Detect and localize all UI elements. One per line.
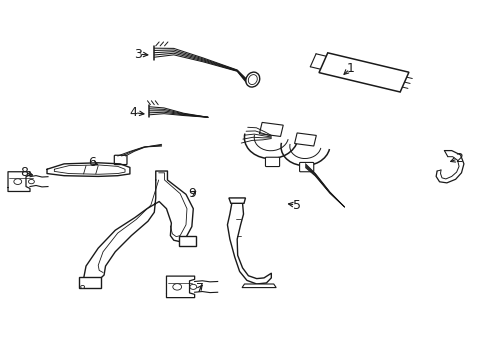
Polygon shape xyxy=(259,122,283,136)
FancyBboxPatch shape xyxy=(299,162,313,172)
Text: 7: 7 xyxy=(195,282,203,295)
Polygon shape xyxy=(318,53,408,92)
FancyBboxPatch shape xyxy=(265,157,279,167)
Circle shape xyxy=(189,284,196,289)
Circle shape xyxy=(81,285,84,288)
Polygon shape xyxy=(79,277,101,288)
Polygon shape xyxy=(166,276,194,298)
Circle shape xyxy=(172,284,181,290)
Text: 9: 9 xyxy=(187,187,195,200)
Ellipse shape xyxy=(248,75,257,85)
Text: 4: 4 xyxy=(129,106,137,119)
Polygon shape xyxy=(242,284,276,288)
Text: 1: 1 xyxy=(346,62,354,75)
Text: 2: 2 xyxy=(454,152,462,165)
Ellipse shape xyxy=(245,72,259,87)
Circle shape xyxy=(14,179,21,184)
Polygon shape xyxy=(8,172,30,192)
Polygon shape xyxy=(178,236,196,246)
Circle shape xyxy=(28,180,34,184)
Polygon shape xyxy=(83,171,193,282)
Text: 5: 5 xyxy=(292,199,300,212)
Text: 6: 6 xyxy=(88,156,96,168)
Text: 8: 8 xyxy=(20,166,28,179)
Polygon shape xyxy=(227,203,271,284)
Text: 3: 3 xyxy=(134,48,142,60)
FancyBboxPatch shape xyxy=(114,155,127,165)
Polygon shape xyxy=(228,198,245,203)
Polygon shape xyxy=(294,133,316,146)
